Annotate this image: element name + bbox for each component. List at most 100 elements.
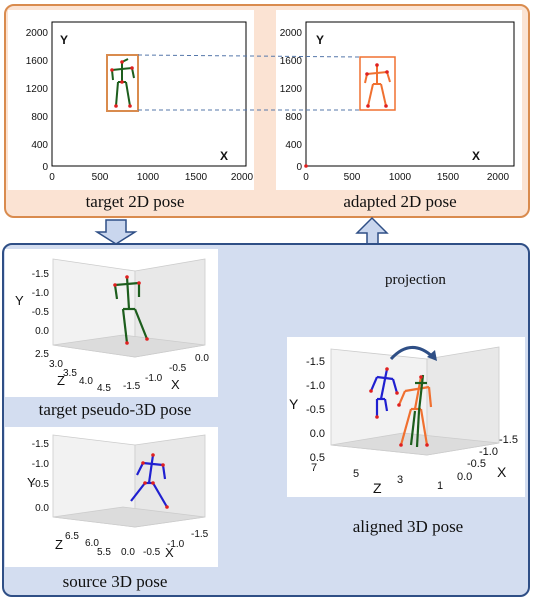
y-tick: 0.0 bbox=[35, 326, 49, 337]
z-tick: 1 bbox=[437, 480, 443, 492]
x-tick-labels: 0 500 1000 1500 2000 bbox=[303, 172, 509, 183]
rotation-arrow bbox=[389, 346, 435, 361]
y-tick: -1.5 bbox=[32, 269, 50, 280]
aligned-3d-plot: -1.5 -1.0 -0.5 0.0 0.5 7 5 3 1 -1.5 -1.0… bbox=[287, 337, 525, 497]
z-tick: 6.5 bbox=[65, 531, 79, 542]
aligned-adapted-skeleton bbox=[397, 376, 433, 446]
x-tick-labels: 0 500 1000 1500 2000 bbox=[49, 172, 253, 183]
x-axis-label: X bbox=[165, 545, 174, 560]
aligned-3d-svg: -1.5 -1.0 -0.5 0.0 0.5 7 5 3 1 -1.5 -1.0… bbox=[289, 346, 518, 496]
y-tick: 1600 bbox=[26, 56, 49, 67]
z-tick: 3 bbox=[397, 474, 403, 486]
x-tick: -1.5 bbox=[499, 434, 518, 446]
y-tick: 0.5 bbox=[310, 452, 325, 464]
target-2d-caption: target 2D pose bbox=[85, 192, 185, 211]
y-tick: 400 bbox=[31, 140, 48, 151]
x-tick: 0.0 bbox=[121, 547, 135, 558]
adapted-2d-caption: adapted 2D pose bbox=[343, 192, 457, 211]
z-ticks: 6.5 6.0 5.5 bbox=[65, 531, 111, 558]
aligned-target-skeleton bbox=[409, 374, 427, 448]
x-tick: -0.5 bbox=[143, 547, 161, 558]
z-tick: 3.5 bbox=[63, 368, 77, 379]
x-axis-label: X bbox=[497, 464, 507, 480]
y-ticks: -1.5 -1.0 -0.5 0.0 bbox=[32, 269, 50, 337]
aligned-source-skeleton bbox=[369, 368, 399, 417]
target-2d-joints bbox=[110, 60, 134, 108]
y-tick: -0.5 bbox=[32, 307, 50, 318]
aligned-3d-caption: aligned 3D pose bbox=[352, 517, 464, 536]
target-3d-svg: -1.5 -1.0 -0.5 0.0 2.5 3.0 3.5 4.0 4.5 -… bbox=[15, 258, 209, 394]
z-tick: 7 bbox=[311, 462, 317, 474]
y-axis-label: Y bbox=[27, 475, 36, 490]
y-tick: 0.0 bbox=[35, 503, 49, 514]
x-ticks: 0.0 -0.5 -1.0 -1.5 bbox=[121, 529, 209, 558]
y-tick: -1.0 bbox=[32, 459, 50, 470]
y-axis-label: Y bbox=[15, 293, 24, 308]
source-3d-skeleton bbox=[130, 454, 168, 508]
y-tick: 0 bbox=[296, 162, 302, 173]
x-tick: 0 bbox=[303, 172, 309, 183]
source-3d-svg: -1.5 -1.0 -0.5 0.0 6.5 6.0 5.5 0.0 -0.5 … bbox=[27, 434, 209, 560]
x-axis-label: X bbox=[171, 377, 180, 392]
z-tick: 5 bbox=[353, 468, 359, 480]
x-axis-label: X bbox=[472, 149, 480, 163]
y-tick: 1200 bbox=[26, 84, 49, 95]
y-tick: -1.5 bbox=[32, 439, 50, 450]
x-tick: 500 bbox=[92, 172, 109, 183]
adapted-2d-joints bbox=[365, 63, 389, 108]
target-2d-plot-svg: 2000 1600 1200 800 400 0 0 500 1000 1500… bbox=[26, 21, 254, 183]
adapted-2d-plot: 2000 1600 1200 800 400 0 0 500 1000 1500… bbox=[276, 10, 522, 190]
source-3d-caption: source 3D pose bbox=[62, 572, 168, 591]
target-bounding-box bbox=[106, 54, 139, 112]
target-3d-caption: target pseudo-3D pose bbox=[38, 400, 192, 419]
z-ticks: 7 5 3 1 bbox=[311, 462, 443, 492]
projection-label: projection bbox=[385, 272, 446, 288]
x-tick: 1500 bbox=[437, 172, 460, 183]
y-tick-labels: 2000 1600 1200 800 400 0 bbox=[26, 28, 49, 173]
y-tick: 800 bbox=[31, 112, 48, 123]
y-tick: 2000 bbox=[280, 28, 303, 39]
x-tick: 0.0 bbox=[195, 353, 209, 364]
y-tick: -1.5 bbox=[306, 356, 325, 368]
z-tick: 6.0 bbox=[85, 538, 99, 549]
adapted-2d-plot-svg: 2000 1600 1200 800 400 0 0 500 1000 1500… bbox=[280, 21, 515, 183]
target-3d-plot: -1.5 -1.0 -0.5 0.0 2.5 3.0 3.5 4.0 4.5 -… bbox=[5, 249, 218, 397]
z-tick: 4.0 bbox=[79, 376, 93, 387]
x-tick: 0.0 bbox=[457, 471, 472, 483]
x-tick: 2000 bbox=[487, 172, 510, 183]
target-2d-plot: 2000 1600 1200 800 400 0 0 500 1000 1500… bbox=[8, 10, 254, 190]
y-axis-label: Y bbox=[60, 33, 68, 47]
x-tick: 1000 bbox=[137, 172, 160, 183]
x-tick: -1.0 bbox=[145, 373, 163, 384]
x-tick: -0.5 bbox=[169, 363, 187, 374]
x-tick: 1500 bbox=[185, 172, 208, 183]
z-ticks: 2.5 3.0 3.5 4.0 4.5 bbox=[35, 349, 111, 394]
x-axis-label: X bbox=[220, 149, 228, 163]
x-tick: -1.5 bbox=[123, 381, 141, 392]
z-tick: 5.5 bbox=[97, 547, 111, 558]
x-tick: 500 bbox=[344, 172, 361, 183]
aligned-joints bbox=[369, 367, 429, 447]
x-ticks: -1.5 -1.0 -0.5 0.0 bbox=[123, 353, 209, 392]
y-tick-labels: 2000 1600 1200 800 400 0 bbox=[280, 28, 303, 173]
origin-marker bbox=[304, 164, 308, 168]
x-tick: 0 bbox=[49, 172, 55, 183]
y-tick: 2000 bbox=[26, 28, 49, 39]
target-3d-joints bbox=[113, 275, 149, 345]
z-axis-label: Z bbox=[373, 480, 382, 496]
y-tick: 0.0 bbox=[310, 428, 325, 440]
x-tick: 2000 bbox=[231, 172, 254, 183]
y-tick: -1.0 bbox=[32, 288, 50, 299]
y-tick: 400 bbox=[285, 140, 302, 151]
target-3d-skeleton bbox=[113, 276, 149, 344]
x-tick: -0.5 bbox=[467, 458, 486, 470]
source-3d-plot: -1.5 -1.0 -0.5 0.0 6.5 6.0 5.5 0.0 -0.5 … bbox=[5, 427, 218, 567]
z-tick: 2.5 bbox=[35, 349, 49, 360]
adapted-bounding-box bbox=[359, 56, 396, 111]
plot-frame bbox=[305, 21, 515, 167]
y-tick: -0.5 bbox=[32, 479, 50, 490]
x-tick: -1.0 bbox=[167, 539, 185, 550]
source-3d-joints bbox=[141, 453, 169, 509]
y-tick: 800 bbox=[285, 112, 302, 123]
z-tick: 3.0 bbox=[49, 359, 63, 370]
